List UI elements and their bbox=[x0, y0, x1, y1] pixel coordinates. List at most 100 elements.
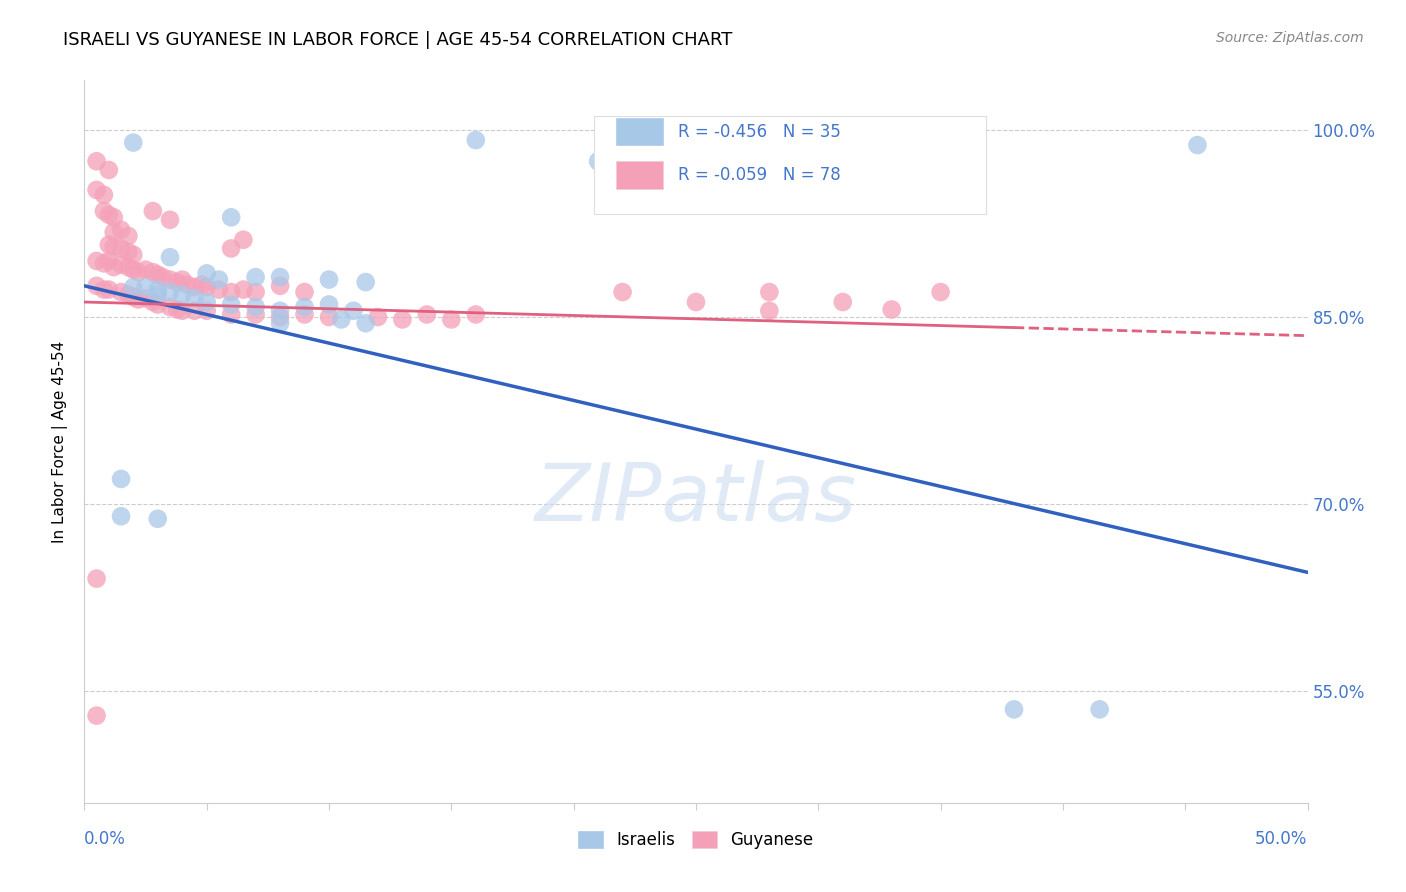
Point bbox=[97, 237, 120, 252]
Point bbox=[93, 187, 115, 202]
Point bbox=[1187, 138, 1209, 153]
Text: 50.0%: 50.0% bbox=[1256, 830, 1308, 848]
Point bbox=[117, 229, 139, 244]
Point bbox=[195, 266, 218, 280]
Point bbox=[464, 133, 486, 147]
Point bbox=[146, 268, 169, 282]
Point bbox=[219, 285, 242, 299]
Point bbox=[330, 312, 353, 326]
Point bbox=[127, 265, 149, 279]
Point bbox=[159, 250, 181, 264]
Point bbox=[117, 287, 139, 301]
Point bbox=[97, 163, 120, 178]
Point bbox=[747, 136, 769, 150]
Point bbox=[354, 316, 377, 330]
Point bbox=[176, 277, 198, 292]
Point bbox=[117, 245, 139, 260]
Point bbox=[880, 302, 903, 317]
Point bbox=[103, 260, 125, 274]
Point bbox=[110, 472, 132, 486]
Point bbox=[929, 285, 952, 299]
Point bbox=[159, 212, 181, 227]
Point bbox=[612, 285, 634, 299]
Point bbox=[208, 272, 231, 286]
Point bbox=[758, 285, 780, 299]
Point bbox=[122, 262, 145, 277]
Point bbox=[232, 233, 254, 247]
Point bbox=[86, 254, 108, 268]
Point bbox=[110, 223, 132, 237]
Point bbox=[135, 262, 157, 277]
Point bbox=[245, 308, 267, 322]
Text: 0.0%: 0.0% bbox=[84, 830, 127, 848]
Point bbox=[86, 183, 108, 197]
Point bbox=[135, 280, 157, 294]
Point bbox=[685, 295, 707, 310]
Point bbox=[758, 303, 780, 318]
Point bbox=[269, 316, 291, 330]
Bar bbox=[616, 161, 664, 188]
Point bbox=[110, 285, 132, 299]
Point bbox=[219, 308, 242, 322]
Point bbox=[586, 154, 609, 169]
Point bbox=[97, 254, 120, 268]
Point bbox=[86, 278, 108, 293]
Point bbox=[191, 277, 214, 292]
Point bbox=[152, 270, 174, 285]
Point bbox=[146, 287, 169, 301]
Point bbox=[86, 154, 108, 169]
Point bbox=[97, 208, 120, 222]
Point bbox=[318, 272, 340, 286]
Point bbox=[318, 310, 340, 324]
Point bbox=[86, 708, 108, 723]
Point bbox=[219, 242, 242, 256]
Bar bbox=[616, 118, 664, 145]
Point bbox=[146, 297, 169, 311]
Point bbox=[110, 509, 132, 524]
Point bbox=[1002, 702, 1025, 716]
Point bbox=[195, 280, 218, 294]
Point bbox=[122, 280, 145, 294]
Point bbox=[195, 303, 218, 318]
Point bbox=[269, 310, 291, 324]
Point bbox=[245, 300, 267, 314]
Point bbox=[245, 285, 267, 299]
Y-axis label: In Labor Force | Age 45-54: In Labor Force | Age 45-54 bbox=[52, 341, 69, 542]
Point bbox=[146, 283, 169, 297]
Point bbox=[172, 287, 194, 301]
Point bbox=[93, 283, 115, 297]
Point bbox=[245, 270, 267, 285]
Legend: Israelis, Guyanese: Israelis, Guyanese bbox=[572, 824, 820, 856]
Point bbox=[294, 285, 316, 299]
Point bbox=[391, 312, 413, 326]
FancyBboxPatch shape bbox=[595, 116, 986, 214]
Point bbox=[269, 278, 291, 293]
Point bbox=[208, 283, 231, 297]
Text: Source: ZipAtlas.com: Source: ZipAtlas.com bbox=[1216, 31, 1364, 45]
Point bbox=[122, 290, 145, 304]
Point bbox=[172, 272, 194, 286]
Point bbox=[831, 295, 853, 310]
Text: ZIPatlas: ZIPatlas bbox=[534, 460, 858, 539]
Point bbox=[142, 265, 165, 279]
Point bbox=[183, 291, 205, 305]
Point bbox=[97, 283, 120, 297]
Point bbox=[142, 295, 165, 310]
Text: R = -0.456   N = 35: R = -0.456 N = 35 bbox=[678, 122, 841, 141]
Point bbox=[232, 283, 254, 297]
Point bbox=[166, 275, 188, 289]
Point bbox=[219, 297, 242, 311]
Point bbox=[103, 240, 125, 254]
Point bbox=[93, 256, 115, 270]
Point bbox=[146, 512, 169, 526]
Point bbox=[159, 300, 181, 314]
Point bbox=[294, 300, 316, 314]
Point bbox=[93, 204, 115, 219]
Point bbox=[166, 302, 188, 317]
Point bbox=[354, 275, 377, 289]
Point bbox=[219, 211, 242, 225]
Point bbox=[142, 204, 165, 219]
Point bbox=[269, 270, 291, 285]
Point bbox=[135, 291, 157, 305]
Point bbox=[342, 303, 364, 318]
